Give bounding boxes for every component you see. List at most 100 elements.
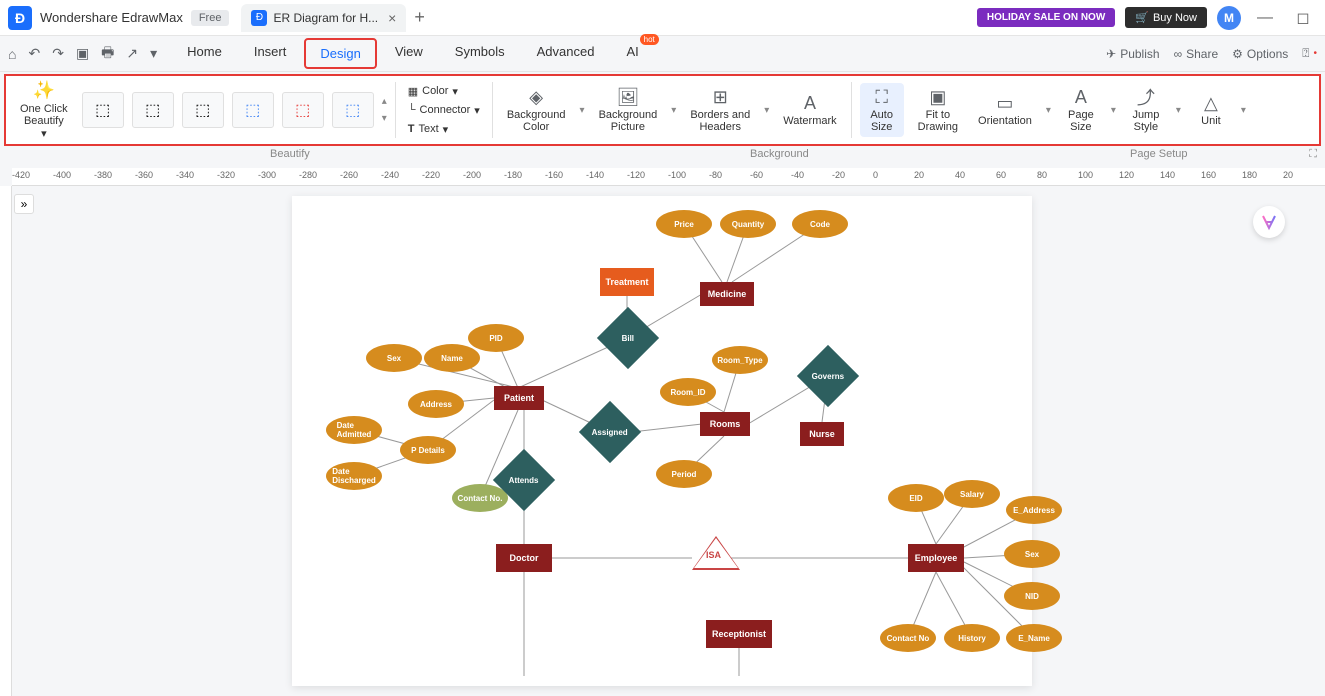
menu-tab-home[interactable]: Home: [173, 38, 236, 69]
undo-icon[interactable]: ↶: [28, 45, 40, 62]
maximize-icon[interactable]: ◻: [1289, 8, 1317, 28]
menu-tab-advanced[interactable]: Advanced: [523, 38, 609, 69]
entity-doctor[interactable]: Doctor: [496, 544, 552, 572]
redo-icon[interactable]: ↷: [52, 45, 64, 62]
ai-assistant-button[interactable]: [1253, 206, 1285, 238]
attribute[interactable]: Salary: [944, 480, 1000, 508]
auto-size-button[interactable]: ⛶Auto Size: [860, 83, 904, 137]
attribute[interactable]: Contact No.: [452, 484, 508, 512]
orientation-button[interactable]: ▭Orientation: [972, 89, 1038, 131]
attribute[interactable]: NID: [1004, 582, 1060, 610]
menu-tab-symbols[interactable]: Symbols: [441, 38, 519, 69]
holiday-badge[interactable]: HOLIDAY SALE ON NOW: [977, 8, 1115, 27]
section-pagesetup: Page Setup: [1130, 148, 1188, 160]
watermark-icon: A: [800, 93, 820, 113]
bg-picture-button[interactable]: 🖼Background Picture: [593, 83, 664, 137]
attribute[interactable]: Sex: [366, 344, 422, 372]
document-tab[interactable]: Ð ER Diagram for H... ×: [241, 4, 406, 32]
ruler: -420-400-380-360-340-320-300-280-260-240…: [12, 168, 1325, 186]
entity-rooms[interactable]: Rooms: [700, 412, 750, 436]
bg-color-button[interactable]: ◈Background Color: [501, 83, 572, 137]
beautify-preset-5[interactable]: ⬚: [282, 92, 324, 128]
tab-title: ER Diagram for H...: [273, 11, 378, 25]
attribute[interactable]: E_Address: [1006, 496, 1062, 524]
add-tab-button[interactable]: +: [414, 7, 425, 28]
attribute[interactable]: Name: [424, 344, 480, 372]
fit-button[interactable]: ▣Fit to Drawing: [912, 83, 964, 137]
minimize-icon[interactable]: —: [1251, 9, 1279, 27]
publish-button[interactable]: ✈ Publish: [1106, 47, 1159, 61]
attribute[interactable]: Room_ID: [660, 378, 716, 406]
page[interactable]: Treatment Medicine Patient Rooms Nurse Doctor…: [292, 196, 1032, 686]
connector-dropdown[interactable]: └ Connector ▾: [404, 102, 484, 119]
attribute[interactable]: Room_Type: [712, 346, 768, 374]
menu-tab-insert[interactable]: Insert: [240, 38, 301, 69]
entity-patient[interactable]: Patient: [494, 386, 544, 410]
page-size-button[interactable]: APage Size: [1059, 83, 1103, 137]
attribute[interactable]: Quantity: [720, 210, 776, 238]
close-icon[interactable]: ×: [388, 10, 396, 26]
beautify-preset-3[interactable]: ⬚: [182, 92, 224, 128]
relationship[interactable]: Assigned: [579, 401, 641, 463]
sparkle-icon: ✨: [34, 81, 54, 101]
attribute[interactable]: DateAdmitted: [326, 416, 382, 444]
jump-style-button[interactable]: ⤴Jump Style: [1124, 83, 1168, 137]
beautify-preset-4[interactable]: ⬚: [232, 92, 274, 128]
relationship[interactable]: Bill: [597, 307, 659, 369]
entity-nurse[interactable]: Nurse: [800, 422, 844, 446]
entity-employee[interactable]: Employee: [908, 544, 964, 572]
jump-icon: ⤴: [1136, 87, 1156, 107]
beautify-preset-2[interactable]: ⬚: [132, 92, 174, 128]
print-icon[interactable]: 🖶: [101, 42, 114, 66]
pagesize-icon: A: [1071, 87, 1091, 107]
beautify-preset-6[interactable]: ⬚: [332, 92, 374, 128]
color-dropdown[interactable]: ▦ Color ▾: [404, 83, 484, 100]
menu-tab-view[interactable]: View: [381, 38, 437, 69]
attribute[interactable]: E_Name: [1006, 624, 1062, 652]
text-dropdown[interactable]: T Text ▾: [404, 121, 484, 138]
attribute[interactable]: Period: [656, 460, 712, 488]
diagram-edges: [292, 196, 1032, 686]
borders-button[interactable]: ⊞Borders and Headers: [684, 83, 756, 137]
menu-tab-ai[interactable]: AIhot: [612, 38, 652, 69]
attribute[interactable]: P Details: [400, 436, 456, 464]
beautify-button[interactable]: ✨ One Click Beautify ▾: [14, 77, 74, 144]
attribute[interactable]: DateDischarged: [326, 462, 382, 490]
buy-button[interactable]: 🛒 Buy Now: [1125, 7, 1207, 28]
autosize-icon: ⛶: [872, 87, 892, 107]
borders-icon: ⊞: [710, 87, 730, 107]
beautify-preset-1[interactable]: ⬚: [82, 92, 124, 128]
menubar: ⌂ ↶ ↷ ▣ 🖶 ↗ ▾ HomeInsertDesignViewSymbol…: [0, 36, 1325, 72]
home-icon[interactable]: ⌂: [8, 46, 16, 62]
share-button[interactable]: ∞ Share: [1174, 47, 1219, 61]
menu-tab-design[interactable]: Design: [304, 38, 376, 69]
attribute[interactable]: Sex: [1004, 540, 1060, 568]
options-button[interactable]: ⚙ Options: [1232, 47, 1288, 61]
more-icon[interactable]: ▾: [150, 45, 157, 62]
attribute[interactable]: Code: [792, 210, 848, 238]
fit-icon: ▣: [928, 87, 948, 107]
section-beautify: Beautify: [270, 148, 310, 160]
section-background: Background: [750, 148, 809, 160]
entity-medicine[interactable]: Medicine: [700, 282, 754, 306]
unit-button[interactable]: △Unit: [1189, 89, 1233, 131]
expand-icon[interactable]: ⛶: [1309, 148, 1317, 161]
entity-treatment[interactable]: Treatment: [600, 268, 654, 296]
attribute[interactable]: Contact No: [880, 624, 936, 652]
canvas[interactable]: Treatment Medicine Patient Rooms Nurse Doctor…: [12, 186, 1325, 696]
app-logo-icon: Ð: [8, 6, 32, 30]
relationship[interactable]: Governs: [797, 345, 859, 407]
fill-icon: ◈: [526, 87, 546, 107]
attribute[interactable]: PID: [468, 324, 524, 352]
watermark-button[interactable]: AWatermark: [777, 89, 842, 131]
entity-receptionist[interactable]: Receptionist: [706, 620, 772, 648]
attribute[interactable]: Price: [656, 210, 712, 238]
export-icon[interactable]: ↗: [126, 45, 138, 62]
save-icon[interactable]: ▣: [76, 45, 89, 62]
help-icon[interactable]: ⍰•: [1302, 46, 1317, 61]
isa-triangle[interactable]: ISA: [692, 536, 740, 570]
avatar[interactable]: M: [1217, 6, 1241, 30]
attribute[interactable]: EID: [888, 484, 944, 512]
attribute[interactable]: Address: [408, 390, 464, 418]
attribute[interactable]: History: [944, 624, 1000, 652]
